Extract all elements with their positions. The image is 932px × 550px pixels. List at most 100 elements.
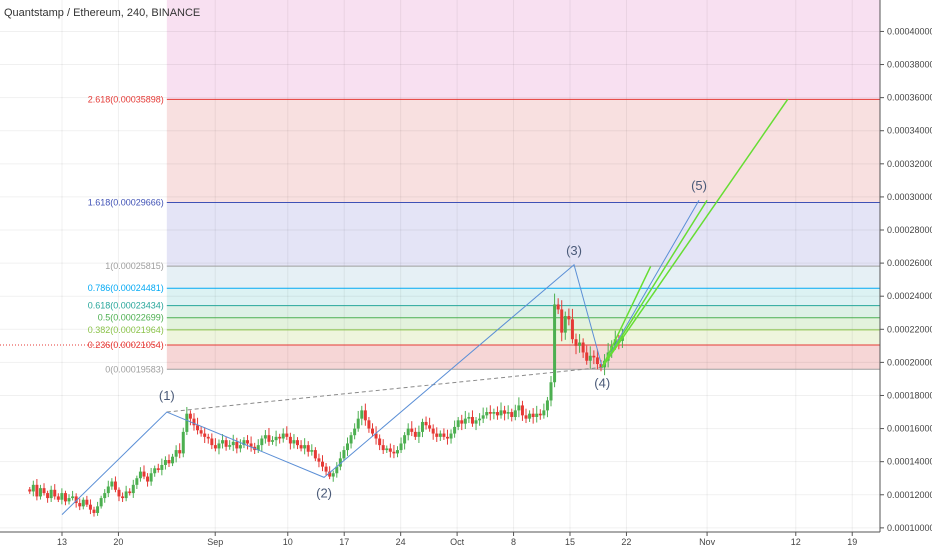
candle-body-44 <box>185 413 189 432</box>
candle-body-24 <box>113 481 117 490</box>
time-tick-label-1: 20 <box>113 537 123 547</box>
candle-body-13 <box>74 496 78 504</box>
candle-56 <box>228 440 232 450</box>
price-tick-label-14: 0.00038000 <box>887 60 932 70</box>
chart-title: Quantstamp / Ethereum, 240, BINANCE <box>4 7 200 19</box>
candle-98 <box>378 434 382 451</box>
candle-body-109 <box>417 431 421 437</box>
candle-12 <box>71 490 75 501</box>
price-tick-label-1: 0.00012000 <box>887 490 932 500</box>
candle-57 <box>231 434 235 452</box>
price-tick-label-2: 0.00014000 <box>887 457 932 467</box>
candle-159 <box>595 349 599 370</box>
candle-body-22 <box>106 486 110 494</box>
candle-66 <box>263 430 267 444</box>
candle-110 <box>420 418 424 438</box>
price-tick-label-6: 0.00022000 <box>887 324 932 334</box>
candle-body-50 <box>206 436 210 439</box>
projection-line-1 <box>601 199 708 368</box>
candle-152 <box>570 308 574 344</box>
candle-96 <box>370 423 374 437</box>
candle-body-26 <box>121 496 125 499</box>
candle-body-80 <box>313 450 317 459</box>
candle-94 <box>363 403 367 426</box>
candle-body-40 <box>171 456 175 464</box>
candle-17 <box>88 499 92 515</box>
candle-49 <box>203 427 207 444</box>
fib-zone-0 <box>166 344 881 370</box>
candle-82 <box>321 455 325 472</box>
candle-body-129 <box>488 412 492 414</box>
candle-93 <box>360 405 364 426</box>
candle-body-21 <box>103 493 107 499</box>
candle-body-153 <box>574 339 578 346</box>
candle-80 <box>313 447 317 462</box>
candle-131 <box>495 406 499 420</box>
candle-14 <box>78 498 82 511</box>
candle-130 <box>492 408 496 420</box>
candle-128 <box>485 407 489 419</box>
fib-label-0.382: 0.382(0.00021964) <box>88 325 164 335</box>
candle-48 <box>199 426 203 437</box>
candle-148 <box>556 298 560 315</box>
candle-body-57 <box>231 441 235 446</box>
candle-body-97 <box>374 433 378 439</box>
candle-3 <box>38 484 42 500</box>
candle-body-102 <box>392 451 396 454</box>
candle-125 <box>474 417 478 431</box>
candle-62 <box>249 436 253 452</box>
candle-body-15 <box>81 499 85 507</box>
candle-body-8 <box>56 496 60 500</box>
candle-147 <box>553 293 557 388</box>
candle-body-85 <box>331 473 335 477</box>
candle-body-49 <box>203 433 207 437</box>
candle-41 <box>174 445 178 463</box>
candle-46 <box>192 413 196 431</box>
price-tick-label-0: 0.00010000 <box>887 523 932 533</box>
fib-level-lines: 0(0.00019583) 0.236(0.00021054) 0.382(0.00… <box>0 94 880 374</box>
candle-75 <box>296 437 300 450</box>
candle-body-121 <box>460 420 464 424</box>
candle-113 <box>431 424 435 440</box>
candle-body-133 <box>503 410 507 414</box>
candle-69 <box>274 430 278 447</box>
candle-1 <box>31 480 35 497</box>
candle-156 <box>585 345 589 365</box>
candle-118 <box>449 429 453 444</box>
candle-body-74 <box>292 440 296 444</box>
candle-body-59 <box>238 445 242 449</box>
candle-body-88 <box>342 450 346 459</box>
candle-body-39 <box>167 460 171 464</box>
candle-142 <box>535 405 539 423</box>
candle-4 <box>42 483 46 496</box>
candle-32 <box>142 465 146 480</box>
candle-body-112 <box>428 425 432 429</box>
candle-115 <box>438 430 442 441</box>
candle-89 <box>346 437 350 456</box>
candle-10 <box>63 490 67 506</box>
candle-60 <box>242 437 246 449</box>
candle-120 <box>456 417 460 431</box>
time-tick-label-9: 22 <box>621 537 631 547</box>
fib-label-0: 0(0.00019583) <box>105 364 164 374</box>
price-tick-label-13: 0.00036000 <box>887 93 932 103</box>
fib-label-0.236: 0.236(0.00021054) <box>88 340 164 350</box>
candle-body-51 <box>210 438 214 446</box>
candle-body-66 <box>263 435 267 439</box>
candle-body-100 <box>385 448 389 451</box>
candle-136 <box>513 404 517 421</box>
candle-85 <box>331 470 335 482</box>
candle-106 <box>406 423 410 441</box>
candle-64 <box>256 439 260 454</box>
candle-body-152 <box>570 319 574 340</box>
candle-body-48 <box>199 430 203 434</box>
candles <box>28 293 624 517</box>
candle-50 <box>206 433 210 444</box>
price-tick-label-11: 0.00032000 <box>887 159 932 169</box>
candle-body-93 <box>360 410 364 419</box>
time-tick-label-6: Oct <box>450 537 465 547</box>
price-axis-bg <box>880 0 932 550</box>
